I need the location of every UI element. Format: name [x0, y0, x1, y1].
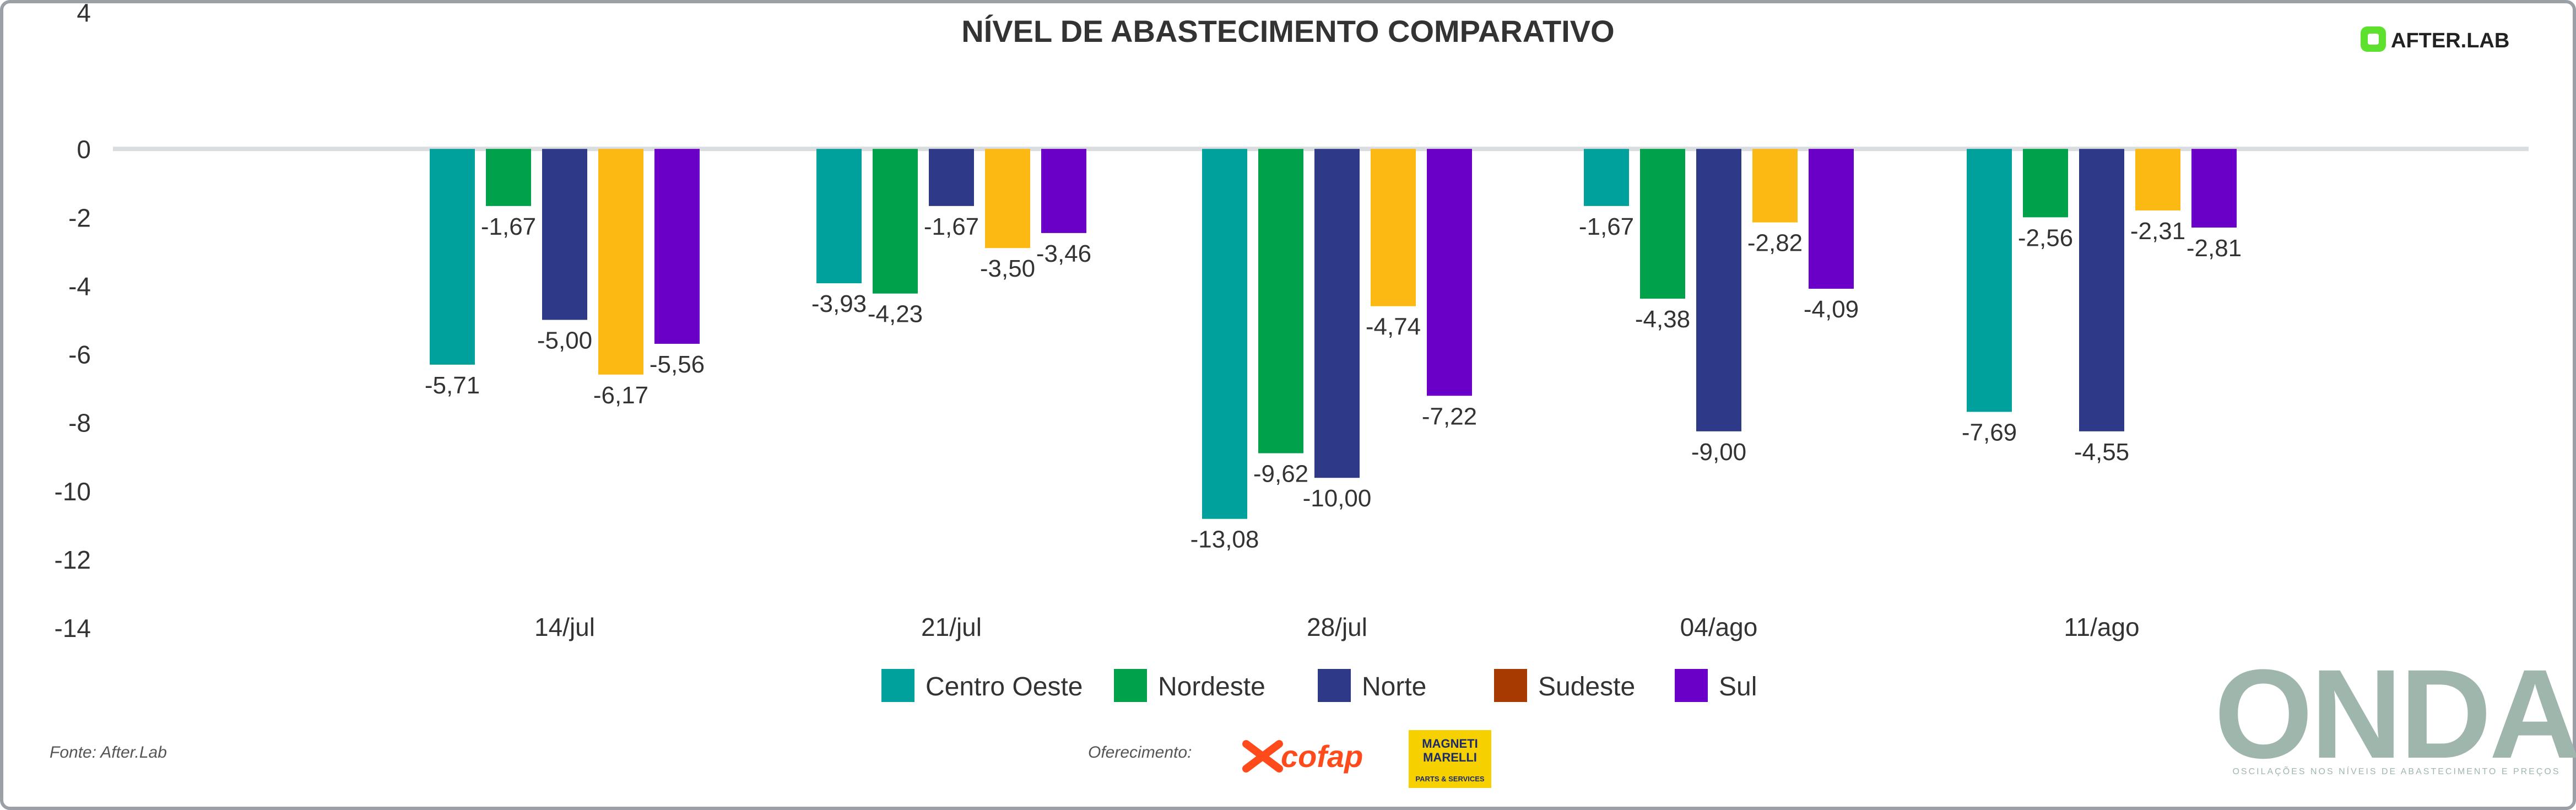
chart-title: NÍVEL DE ABASTECIMENTO COMPARATIVO	[961, 14, 1614, 48]
y-tick-label: -4	[68, 272, 91, 300]
y-tick-label: -10	[55, 477, 91, 506]
bar	[985, 149, 1030, 249]
data-label: -2,31	[2130, 218, 2185, 245]
data-label: -9,00	[1691, 439, 1746, 466]
bar	[1202, 149, 1247, 519]
data-label: -3,50	[980, 255, 1035, 282]
data-label: -4,09	[1804, 296, 1859, 323]
cofap-x-mark	[1242, 740, 1283, 773]
bar	[598, 149, 643, 375]
magneti-line-2: MARELLI	[1423, 750, 1477, 764]
source-note: Fonte: After.Lab	[50, 743, 167, 762]
bar	[1427, 149, 1472, 396]
afterlab-logo: AFTER.LAB	[2361, 26, 2509, 52]
magneti-line-1: MAGNETI	[1422, 737, 1478, 750]
data-label: -10,00	[1303, 485, 1372, 512]
data-label: -1,67	[481, 213, 536, 240]
data-label: -4,55	[2074, 439, 2129, 466]
x-tick-label: 04/ago	[1680, 613, 1758, 641]
legend-label: Nordeste	[1158, 672, 1265, 701]
cofap-logo: cofap	[1242, 739, 1363, 774]
onda-tagline: OSCILAÇÕES NOS NÍVEIS DE ABASTECIMENTO E…	[2232, 765, 2560, 776]
data-label: -9,62	[1253, 461, 1308, 488]
legend-label: Norte	[1362, 672, 1426, 701]
data-label: -3,93	[811, 290, 867, 317]
bar	[2135, 149, 2180, 210]
data-label: -6,17	[593, 382, 648, 409]
afterlab-wordmark: AFTER.LAB	[2391, 29, 2509, 52]
data-label: -5,56	[650, 351, 705, 378]
y-tick-label: -6	[68, 341, 91, 369]
bar	[1696, 149, 1741, 431]
legend-swatch	[1318, 669, 1351, 702]
cofap-wordmark: cofap	[1281, 739, 1363, 774]
bar	[486, 149, 531, 206]
data-label: -13,08	[1190, 526, 1259, 553]
x-tick-label: 28/jul	[1307, 613, 1367, 641]
legend-label: Sul	[1719, 672, 1757, 701]
bar	[816, 149, 862, 284]
x-tick-label: 14/jul	[534, 613, 595, 641]
data-label: -1,67	[924, 213, 979, 240]
bar	[654, 149, 700, 344]
data-label: -7,69	[1962, 419, 2017, 446]
magneti-line-3: PARTS & SERVICES	[1415, 775, 1485, 783]
y-tick-label: -14	[55, 614, 91, 642]
data-label: -5,71	[425, 372, 480, 399]
data-label: -2,56	[2018, 224, 2073, 251]
x-tick-label: 11/ago	[2064, 613, 2139, 641]
bar	[1314, 149, 1360, 478]
afterlab-icon-inner	[2368, 34, 2379, 45]
data-label: -2,81	[2187, 235, 2242, 262]
bar	[929, 149, 974, 206]
sponsors-note: Oferecimento:	[1088, 743, 1192, 762]
bar	[2079, 149, 2124, 431]
data-label: -2,82	[1747, 230, 1803, 257]
bar	[1041, 149, 1086, 233]
data-label: -1,67	[1579, 213, 1634, 240]
x-tick-label: 21/jul	[921, 613, 982, 641]
y-tick-label: -8	[68, 409, 91, 438]
y-tick-label: 0	[77, 135, 91, 164]
y-tick-label: -2	[68, 203, 91, 232]
data-label: -3,46	[1036, 240, 1091, 267]
data-label: -7,22	[1422, 403, 1477, 430]
onda-logo: ONDA OSCILAÇÕES NOS NÍVEIS DE ABASTECIME…	[2214, 643, 2576, 785]
data-label: -4,38	[1635, 306, 1690, 333]
bar	[2191, 149, 2237, 228]
bar	[2023, 149, 2068, 218]
magneti-badge	[1409, 730, 1491, 788]
legend-swatch	[881, 669, 914, 702]
y-tick-label: -12	[55, 546, 91, 574]
legend-swatch	[1494, 669, 1527, 702]
onda-wordmark: ONDA	[2214, 643, 2576, 785]
y-tick-label: 4	[77, 0, 91, 27]
bar	[430, 149, 475, 365]
bar	[1809, 149, 1854, 289]
legend-label: Sudeste	[1538, 672, 1635, 701]
bar	[542, 149, 587, 320]
magneti-marelli-logo: MAGNETI MARELLI PARTS & SERVICES	[1409, 730, 1491, 788]
bar	[1640, 149, 1685, 299]
bar	[1371, 149, 1416, 306]
bar	[1584, 149, 1629, 206]
bar	[1258, 149, 1303, 453]
bar	[1752, 149, 1798, 223]
data-label: -4,23	[868, 301, 923, 328]
legend-swatch	[1675, 669, 1708, 702]
legend-label: Centro Oeste	[926, 672, 1083, 701]
data-label: -5,00	[537, 327, 592, 354]
bar	[1967, 149, 2012, 412]
data-label: -4,74	[1366, 314, 1421, 341]
bar	[873, 149, 918, 294]
legend-swatch	[1114, 669, 1147, 702]
